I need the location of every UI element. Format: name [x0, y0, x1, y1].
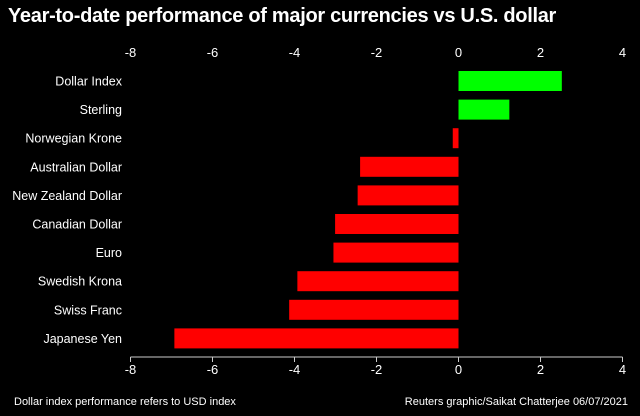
x-tick-label-top: -8: [125, 45, 137, 60]
x-tick-label-top: -4: [289, 45, 301, 60]
x-tick-label-bottom: -4: [289, 362, 301, 377]
category-label: Japanese Yen: [43, 332, 122, 346]
x-tick-label-top: 2: [537, 45, 544, 60]
category-label: Swedish Krona: [38, 275, 122, 289]
category-label: Euro: [96, 246, 122, 260]
bar: [289, 299, 459, 320]
bar: [333, 242, 459, 263]
category-label: Sterling: [80, 103, 122, 117]
bar: [297, 271, 459, 292]
bar: [360, 156, 459, 177]
source-credit: Reuters graphic/Saikat Chatterjee 06/07/…: [404, 396, 628, 408]
x-tick-label-top: -2: [371, 45, 383, 60]
x-tick-label-bottom: -8: [125, 362, 137, 377]
x-tick-label-bottom: 4: [619, 362, 626, 377]
category-label: Australian Dollar: [30, 160, 122, 174]
bar: [452, 128, 459, 149]
x-tick-label-bottom: 0: [455, 362, 462, 377]
category-label: Canadian Dollar: [32, 218, 122, 232]
x-tick-label-top: 0: [455, 45, 462, 60]
category-label: Norwegian Krone: [25, 132, 122, 146]
category-label: Swiss Franc: [54, 303, 122, 317]
x-tick-label-bottom: -2: [371, 362, 383, 377]
x-tick-label-bottom: -6: [207, 362, 219, 377]
category-label: New Zealand Dollar: [12, 189, 122, 203]
chart-title: Year-to-date performance of major curren…: [8, 5, 557, 27]
bar: [174, 328, 459, 349]
bar: [458, 71, 562, 91]
footnote: Dollar index performance refers to USD i…: [14, 396, 236, 408]
bar: [357, 185, 459, 206]
bar: [458, 99, 510, 120]
x-tick-label-top: -6: [207, 45, 219, 60]
category-label: Dollar Index: [55, 75, 122, 89]
x-tick-label-top: 4: [619, 45, 626, 60]
bar: [335, 214, 459, 234]
x-tick-label-bottom: 2: [537, 362, 544, 377]
